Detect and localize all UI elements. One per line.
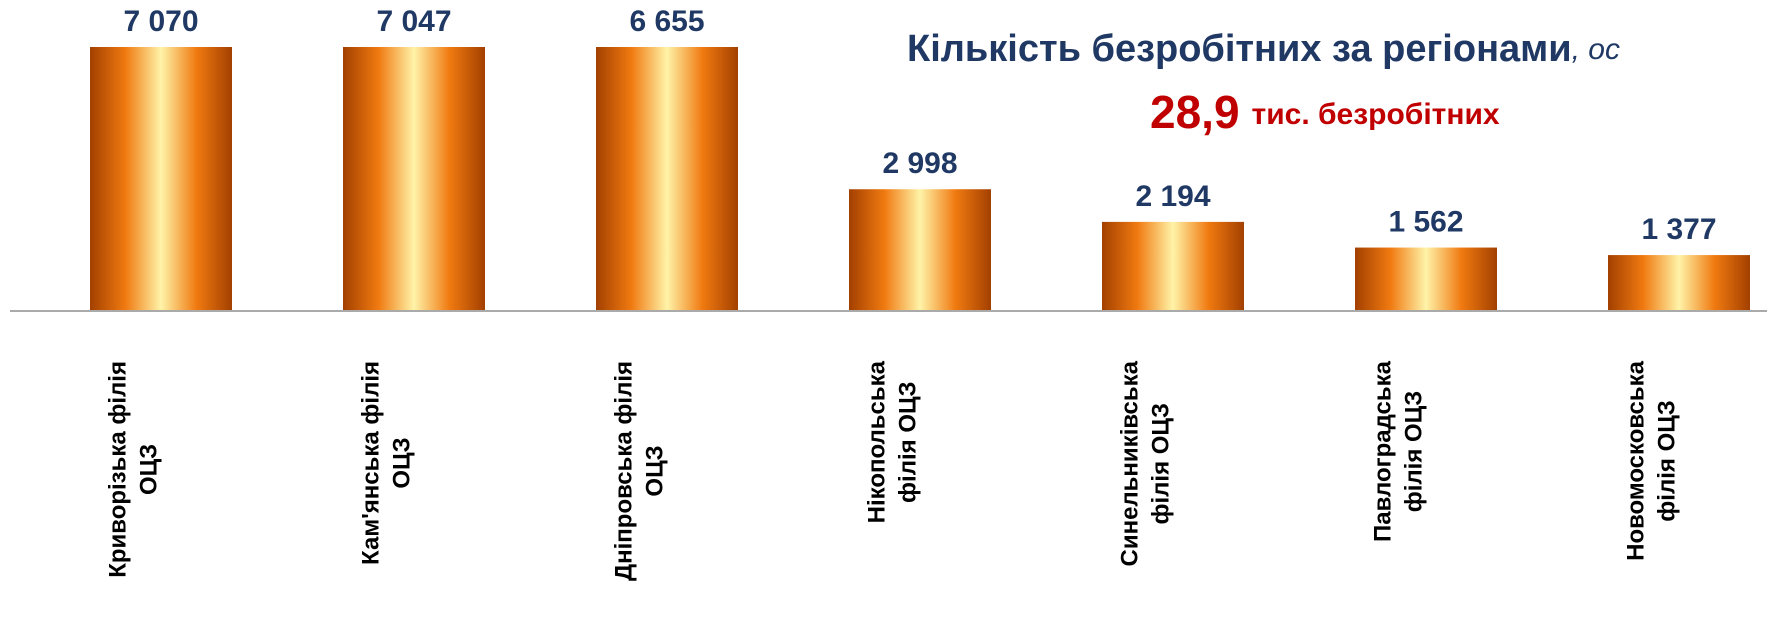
title-suffix: , ос [1572, 33, 1620, 66]
x-tick-label: Синельниківська [1116, 360, 1143, 566]
chart-subtitle: 28,9 тис. безробітних [1150, 86, 1500, 138]
bar [1608, 255, 1750, 311]
chart-title: Кількість безробітних за регіонами, ос [907, 28, 1620, 70]
x-tick-label: ОЦЗ [388, 437, 415, 488]
x-tick-label: Нікопольська [863, 360, 890, 523]
value-label: 1 377 [1641, 213, 1716, 246]
x-tick-label: Новомосковська [1622, 360, 1649, 561]
x-tick-label: філія ОЦЗ [1147, 403, 1174, 525]
bar [1355, 247, 1497, 311]
value-label: 6 655 [629, 5, 704, 38]
x-tick-label: ОЦЗ [135, 444, 162, 495]
x-tick-label: Кам'янська філія [357, 361, 384, 565]
x-tick-label: ОЦЗ [641, 445, 668, 496]
x-tick-label: філія ОЦЗ [1653, 400, 1680, 522]
bar [343, 47, 485, 311]
x-tick-label: Криворізька філія [104, 361, 131, 578]
x-tick-label: філія ОЦЗ [894, 381, 921, 503]
value-label: 7 047 [376, 5, 451, 38]
value-label: 2 998 [882, 147, 957, 180]
bar [1102, 221, 1244, 311]
value-label: 2 194 [1135, 180, 1210, 213]
bar [849, 189, 991, 311]
value-label: 1 562 [1388, 205, 1463, 238]
subtitle-number: 28,9 [1150, 86, 1240, 138]
bars [90, 47, 1750, 311]
value-label: 7 070 [123, 5, 198, 38]
x-tick-label: Павлоградська [1369, 360, 1396, 542]
subtitle-text: тис. безробітних [1252, 98, 1500, 131]
x-tick-label: Дніпровська філія [610, 361, 637, 581]
x-tick-label: філія ОЦЗ [1400, 391, 1427, 513]
bar [90, 47, 232, 311]
bar [596, 47, 738, 311]
title-main: Кількість безробітних за регіонами [907, 28, 1572, 70]
